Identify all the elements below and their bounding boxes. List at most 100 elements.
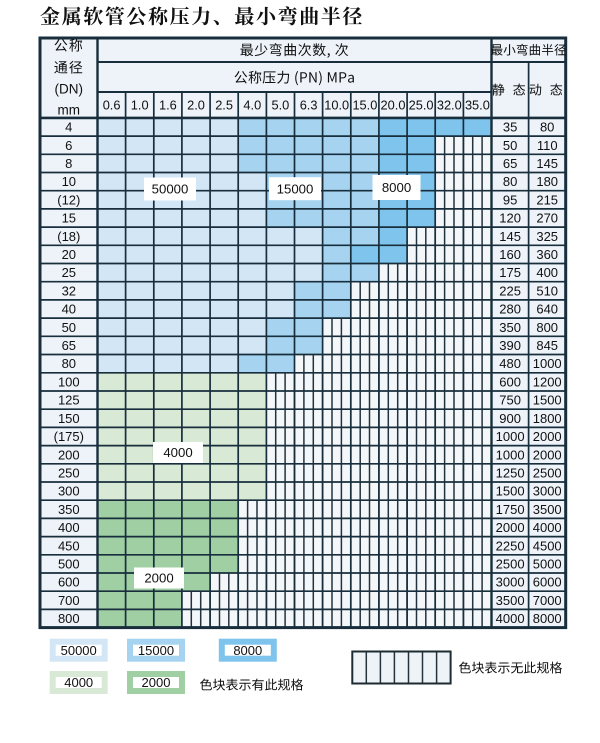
svg-text:65: 65 [503, 156, 517, 171]
svg-text:2500: 2500 [533, 466, 562, 481]
svg-text:900: 900 [499, 411, 521, 426]
svg-text:20: 20 [62, 247, 76, 262]
svg-text:35.0: 35.0 [465, 98, 490, 113]
svg-text:120: 120 [499, 211, 521, 226]
svg-text:8: 8 [65, 156, 72, 171]
svg-text:325: 325 [536, 229, 558, 244]
svg-text:4.0: 4.0 [243, 98, 261, 113]
svg-text:1800: 1800 [533, 411, 562, 426]
svg-text:mm: mm [58, 103, 81, 118]
svg-text:95: 95 [503, 192, 517, 207]
svg-text:500: 500 [58, 557, 80, 572]
svg-text:3000: 3000 [496, 575, 525, 590]
svg-text:6.3: 6.3 [300, 98, 318, 113]
svg-text:50: 50 [503, 138, 517, 153]
svg-text:(DN): (DN) [55, 82, 84, 97]
svg-text:25: 25 [62, 265, 76, 280]
svg-text:280: 280 [499, 302, 521, 317]
svg-text:25.0: 25.0 [409, 98, 434, 113]
svg-text:2000: 2000 [533, 447, 562, 462]
svg-text:1500: 1500 [533, 393, 562, 408]
svg-text:100: 100 [58, 375, 80, 390]
svg-text:80: 80 [503, 174, 517, 189]
svg-text:1200: 1200 [533, 375, 562, 390]
svg-text:8000: 8000 [233, 643, 262, 658]
svg-text:6000: 6000 [533, 575, 562, 590]
svg-text:1250: 1250 [496, 466, 525, 481]
svg-text:360: 360 [536, 247, 558, 262]
svg-text:2000: 2000 [142, 675, 171, 690]
svg-text:845: 845 [536, 338, 558, 353]
svg-text:1500: 1500 [496, 484, 525, 499]
svg-text:480: 480 [499, 356, 521, 371]
svg-text:4000: 4000 [496, 611, 525, 626]
svg-text:800: 800 [58, 611, 80, 626]
svg-text:15: 15 [62, 211, 76, 226]
svg-text:145: 145 [499, 229, 521, 244]
svg-text:4500: 4500 [533, 538, 562, 553]
svg-text:4000: 4000 [64, 675, 93, 690]
svg-text:(18): (18) [57, 229, 80, 244]
svg-text:1000: 1000 [496, 447, 525, 462]
svg-text:175: 175 [499, 265, 521, 280]
svg-text:2000: 2000 [496, 520, 525, 535]
svg-text:180: 180 [536, 174, 558, 189]
svg-text:640: 640 [536, 302, 558, 317]
svg-text:80: 80 [540, 120, 554, 135]
svg-text:50: 50 [62, 320, 76, 335]
svg-text:225: 225 [499, 283, 521, 298]
svg-text:5000: 5000 [533, 557, 562, 572]
svg-text:1000: 1000 [496, 429, 525, 444]
svg-text:450: 450 [58, 538, 80, 553]
svg-text:10: 10 [62, 174, 76, 189]
svg-text:4000: 4000 [163, 445, 192, 460]
svg-text:700: 700 [58, 593, 80, 608]
svg-text:2.0: 2.0 [187, 98, 205, 113]
svg-text:200: 200 [58, 447, 80, 462]
svg-text:7000: 7000 [533, 593, 562, 608]
svg-text:750: 750 [499, 393, 521, 408]
svg-text:145: 145 [536, 156, 558, 171]
svg-text:8000: 8000 [533, 611, 562, 626]
svg-text:6: 6 [65, 138, 72, 153]
svg-text:400: 400 [58, 520, 80, 535]
svg-text:2.5: 2.5 [215, 98, 233, 113]
svg-text:(175): (175) [54, 429, 84, 444]
svg-text:35: 35 [503, 120, 517, 135]
svg-text:32: 32 [62, 283, 76, 298]
svg-text:65: 65 [62, 338, 76, 353]
svg-text:390: 390 [499, 338, 521, 353]
svg-text:50000: 50000 [61, 643, 97, 658]
svg-text:40: 40 [62, 302, 76, 317]
svg-text:3000: 3000 [533, 484, 562, 499]
svg-text:8000: 8000 [382, 180, 411, 195]
svg-text:15000: 15000 [277, 181, 314, 196]
svg-text:4000: 4000 [533, 520, 562, 535]
svg-text:1.0: 1.0 [131, 98, 149, 113]
svg-text:350: 350 [499, 320, 521, 335]
svg-text:10.0: 10.0 [324, 98, 349, 113]
svg-text:250: 250 [58, 466, 80, 481]
svg-text:400: 400 [536, 265, 558, 280]
svg-text:600: 600 [499, 375, 521, 390]
svg-text:1750: 1750 [496, 502, 525, 517]
svg-text:1.6: 1.6 [159, 98, 177, 113]
svg-text:125: 125 [58, 393, 80, 408]
svg-text:150: 150 [58, 411, 80, 426]
svg-text:300: 300 [58, 484, 80, 499]
svg-text:80: 80 [62, 356, 76, 371]
svg-text:510: 510 [536, 283, 558, 298]
svg-text:2000: 2000 [533, 429, 562, 444]
svg-text:110: 110 [537, 138, 558, 153]
svg-text:(12): (12) [57, 192, 80, 207]
svg-text:0.6: 0.6 [103, 98, 121, 113]
svg-text:15.0: 15.0 [352, 98, 377, 113]
svg-text:215: 215 [536, 192, 558, 207]
svg-text:2500: 2500 [496, 557, 525, 572]
svg-text:2000: 2000 [144, 571, 173, 586]
svg-text:800: 800 [536, 320, 558, 335]
svg-text:1000: 1000 [533, 356, 562, 371]
svg-text:160: 160 [499, 247, 521, 262]
svg-text:350: 350 [58, 502, 80, 517]
svg-text:20.0: 20.0 [381, 98, 406, 113]
